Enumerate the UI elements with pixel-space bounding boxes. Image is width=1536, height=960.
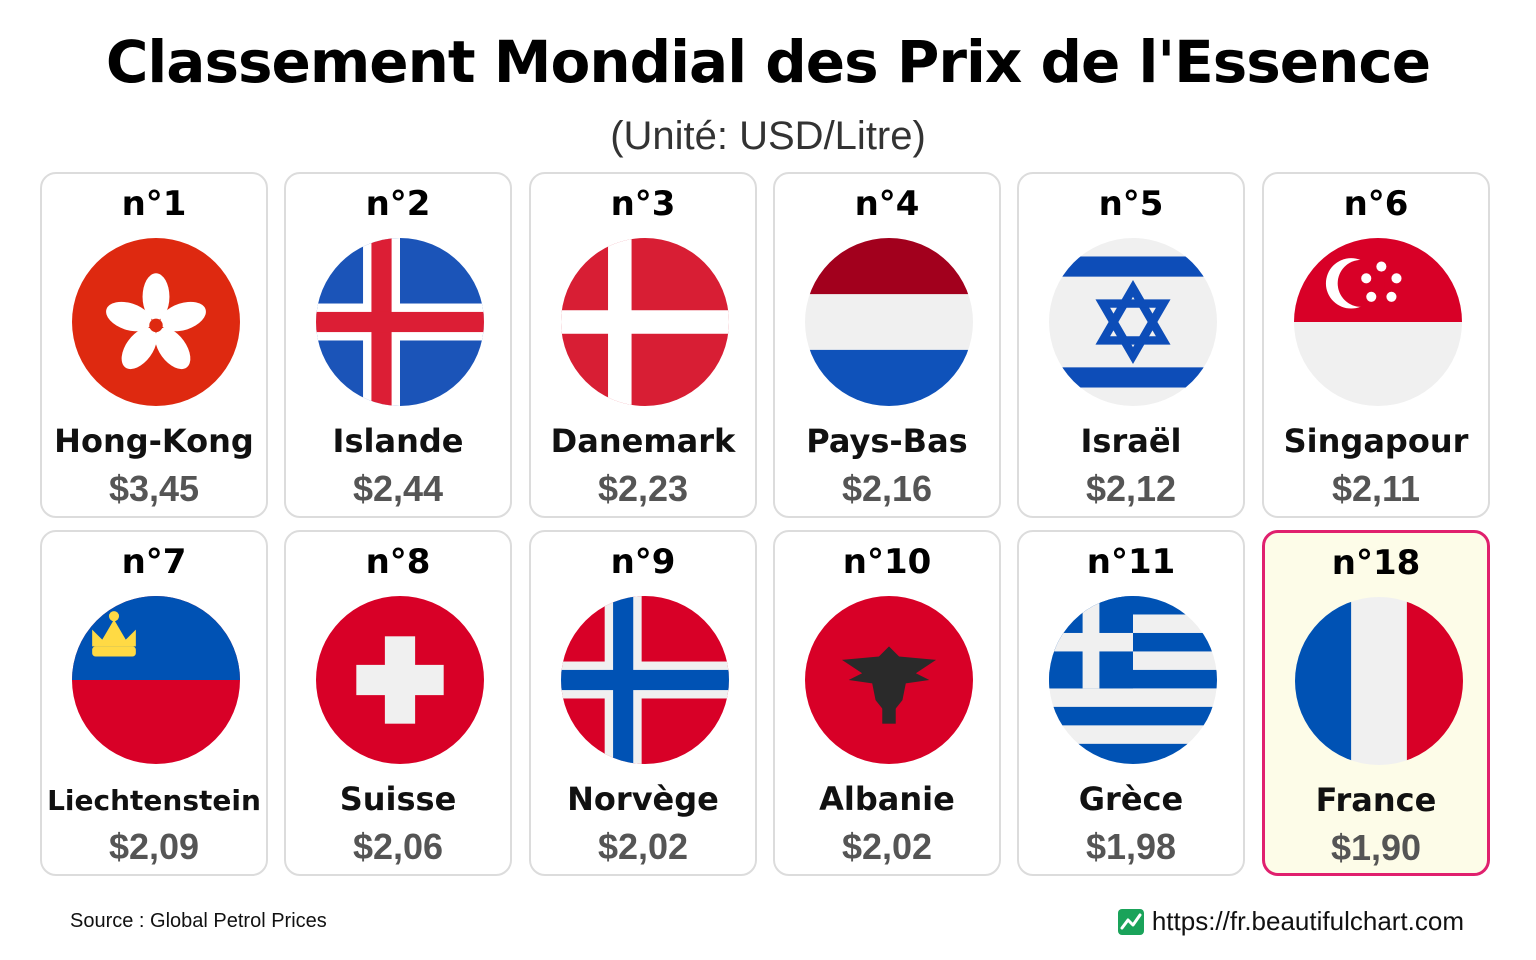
price-value: $2,02 [841, 826, 933, 867]
israel-flag-icon [1049, 238, 1217, 406]
price-value: $2,44 [352, 468, 444, 509]
price-value: $1,90 [1330, 827, 1422, 868]
price-value: $2,11 [1331, 468, 1421, 509]
country-name: Suisse [339, 780, 457, 818]
chart-subtitle: (Unité: USD/Litre) [610, 114, 926, 158]
price-value: $2,02 [597, 826, 689, 867]
country-name: Islande [332, 422, 464, 460]
ranking-card-highlighted: n°18 France $1,90 [1262, 530, 1490, 876]
country-name: Pays-Bas [806, 422, 968, 460]
ranking-card: n°8 Suisse $2,06 [284, 530, 512, 876]
chart-title: Classement Mondial des Prix de l'Essence [105, 28, 1431, 96]
rank-label: n°3 [610, 184, 676, 224]
rank-label: n°5 [1098, 184, 1164, 224]
site-credit: https://fr.beautifulchart.com [1117, 906, 1464, 937]
country-name: France [1315, 781, 1437, 819]
ranking-card: n°11 Grèce $1,98 [1017, 530, 1245, 876]
ranking-card: n°4 Pays-Bas $2,16 [773, 172, 1001, 518]
source-note: Source : Global Petrol Prices [70, 910, 327, 932]
chart-logo-icon [1117, 908, 1144, 935]
liechtenstein-flag-icon [72, 596, 240, 764]
country-name: Albanie [819, 780, 955, 818]
rank-label: n°10 [842, 542, 932, 582]
rank-label: n°1 [121, 184, 187, 224]
site-url: https://fr.beautifulchart.com [1151, 906, 1464, 936]
denmark-flag-icon [561, 238, 729, 406]
hong-kong-flag-icon [72, 238, 240, 406]
price-value: $1,98 [1085, 826, 1177, 867]
price-value: $2,23 [597, 468, 689, 509]
ranking-card: n°1 Hong-Kong $3,45 [40, 172, 268, 518]
ranking-card: n°9 Norvège $2,02 [529, 530, 757, 876]
ranking-card: n°3 Danemark $2,23 [529, 172, 757, 518]
ranking-card: n°7 Liechtenstein $2,09 [40, 530, 268, 876]
ranking-card: n°6 Singapour $2,11 [1262, 172, 1490, 518]
rank-label: n°4 [854, 184, 920, 224]
price-value: $2,16 [841, 468, 933, 509]
rank-label: n°6 [1343, 184, 1409, 224]
rank-label: n°2 [365, 184, 431, 224]
switzerland-flag-icon [316, 596, 484, 764]
ranking-card: n°5 Israël $2,12 [1017, 172, 1245, 518]
country-name: Singapour [1283, 422, 1469, 460]
ranking-card: n°10 Albanie $2,02 [773, 530, 1001, 876]
singapore-flag-icon [1294, 238, 1462, 406]
france-flag-icon [1295, 597, 1463, 765]
price-value: $2,06 [352, 826, 444, 867]
price-value: $2,09 [108, 826, 200, 867]
country-name: Israël [1080, 422, 1182, 460]
rank-label: n°18 [1331, 543, 1421, 583]
country-name: Grèce [1078, 780, 1184, 818]
netherlands-flag-icon [805, 238, 973, 406]
greece-flag-icon [1049, 596, 1217, 764]
rank-label: n°9 [610, 542, 676, 582]
rank-label: n°11 [1086, 542, 1176, 582]
albania-flag-icon [805, 596, 973, 764]
norway-flag-icon [561, 596, 729, 764]
country-name: Norvège [567, 780, 719, 818]
rank-label: n°7 [121, 542, 187, 582]
country-name: Danemark [550, 422, 736, 460]
rank-label: n°8 [365, 542, 431, 582]
country-name: Liechtenstein [47, 784, 261, 817]
price-value: $3,45 [108, 468, 200, 509]
price-value: $2,12 [1085, 468, 1177, 509]
iceland-flag-icon [316, 238, 484, 406]
ranking-card: n°2 Islande $2,44 [284, 172, 512, 518]
country-name: Hong-Kong [54, 422, 254, 460]
